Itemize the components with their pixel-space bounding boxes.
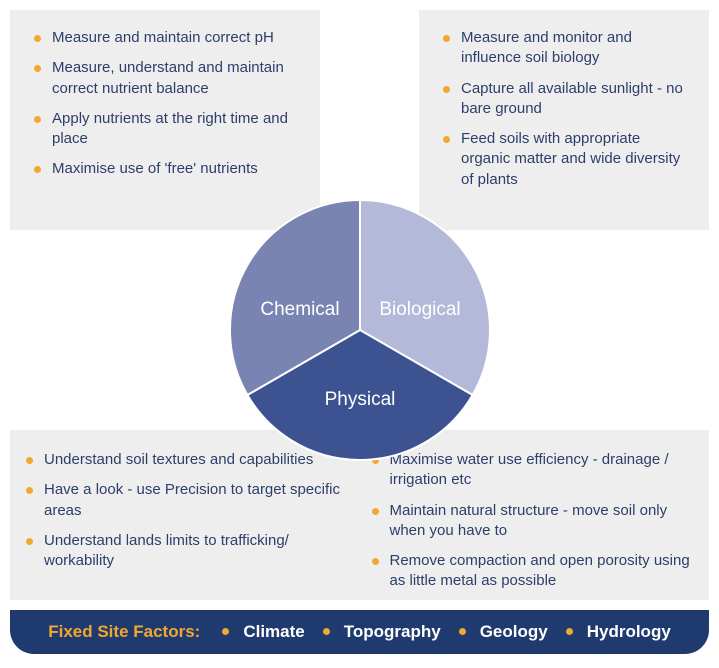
biological-list: Measure and monitor and influence soil b…: [443, 28, 689, 190]
footer-item: Topography: [344, 622, 441, 642]
biological-slice-label: Biological: [379, 299, 460, 320]
footer-item: Hydrology: [587, 622, 671, 642]
chemical-slice-label: Chemical: [260, 299, 339, 320]
list-item: Apply nutrients at the right time and pl…: [34, 109, 300, 150]
list-item: Maximise use of 'free' nutrients: [34, 159, 300, 179]
list-item: Capture all available sunlight - no bare…: [443, 79, 689, 120]
soil-pie-chart: Chemical Biological Physical: [220, 190, 500, 470]
list-item: Measure, understand and maintain correct…: [34, 58, 300, 99]
footer-label: Fixed Site Factors:: [48, 622, 200, 642]
bullet-icon: [323, 628, 330, 635]
physical-list-right: Maximise water use efficiency - drainage…: [372, 450, 694, 602]
list-item: Remove compaction and open porosity usin…: [372, 551, 694, 592]
list-item: Maintain natural structure - move soil o…: [372, 501, 694, 542]
list-item: Measure and monitor and influence soil b…: [443, 28, 689, 69]
chemical-list: Measure and maintain correct pH Measure,…: [34, 28, 300, 180]
list-item: Feed soils with appropriate organic matt…: [443, 129, 689, 190]
list-item: Understand lands limits to trafficking/ …: [26, 531, 348, 572]
bullet-icon: [566, 628, 573, 635]
list-item: Have a look - use Precision to target sp…: [26, 480, 348, 521]
physical-list-left: Understand soil textures and capabilitie…: [26, 450, 348, 602]
physical-slice-label: Physical: [324, 389, 395, 410]
footer-item: Climate: [243, 622, 304, 642]
fixed-site-factors-bar: Fixed Site Factors: Climate Topography G…: [10, 610, 709, 654]
bullet-icon: [222, 628, 229, 635]
bullet-icon: [459, 628, 466, 635]
list-item: Measure and maintain correct pH: [34, 28, 300, 48]
footer-item: Geology: [480, 622, 548, 642]
